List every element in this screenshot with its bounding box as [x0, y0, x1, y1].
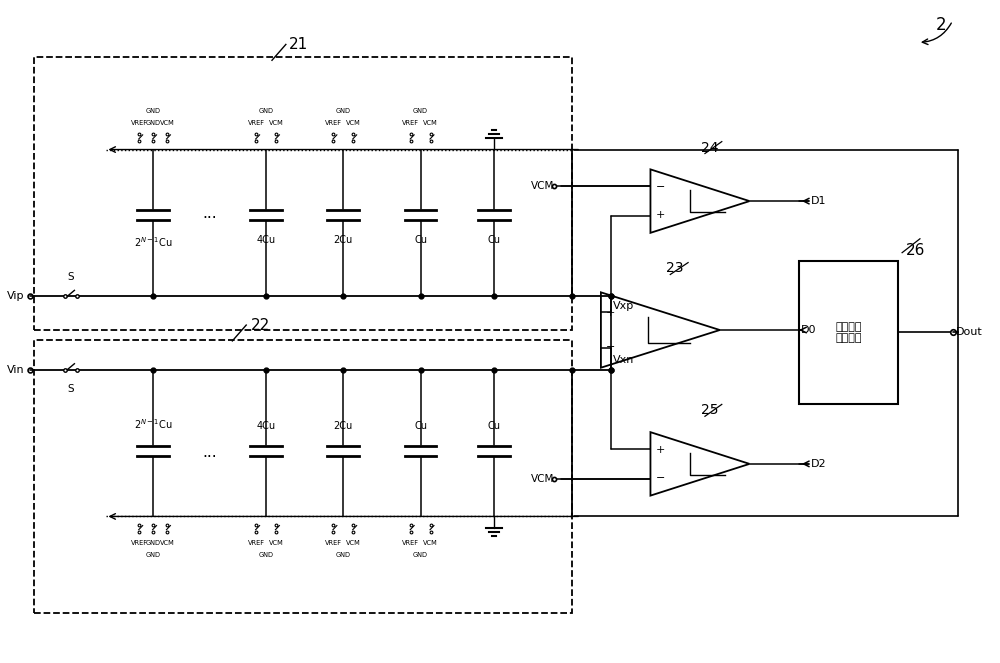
Text: +: +	[655, 445, 665, 455]
Text: GND: GND	[146, 540, 161, 546]
Text: +: +	[606, 308, 615, 318]
Text: 2: 2	[936, 16, 946, 34]
Bar	[799, 261, 898, 404]
Text: Vxp: Vxp	[613, 301, 634, 311]
Text: VCM: VCM	[160, 540, 174, 546]
Text: 24: 24	[701, 141, 719, 154]
Text: VCM: VCM	[531, 181, 554, 191]
Text: GND: GND	[336, 552, 351, 558]
Text: Cu: Cu	[414, 235, 427, 245]
Text: VREF: VREF	[248, 540, 265, 546]
Text: GND: GND	[413, 108, 428, 114]
Text: VREF: VREF	[131, 120, 148, 126]
Text: 4Cu: 4Cu	[256, 235, 276, 245]
Text: VREF: VREF	[248, 120, 265, 126]
Text: VREF: VREF	[325, 120, 342, 126]
Text: 2$^{N-1}$Cu: 2$^{N-1}$Cu	[134, 417, 172, 431]
Text: GND: GND	[146, 552, 161, 558]
Bar	[34, 340, 572, 613]
Text: 数字逻辑
控制模块: 数字逻辑 控制模块	[835, 322, 862, 343]
Text: Dout: Dout	[956, 328, 982, 337]
Text: 22: 22	[250, 318, 270, 333]
Text: S: S	[68, 272, 74, 282]
Text: VREF: VREF	[402, 120, 419, 126]
Text: 2$^{N-1}$Cu: 2$^{N-1}$Cu	[134, 235, 172, 249]
Text: 25: 25	[701, 403, 719, 417]
Text: VCM: VCM	[269, 540, 283, 546]
Text: GND: GND	[259, 552, 274, 558]
Text: 21: 21	[289, 37, 308, 52]
Text: GND: GND	[413, 552, 428, 558]
Text: VREF: VREF	[325, 540, 342, 546]
Text: GND: GND	[146, 108, 161, 114]
Bar	[34, 57, 572, 330]
Text: VREF: VREF	[131, 540, 148, 546]
Polygon shape	[601, 292, 720, 368]
Text: VCM: VCM	[346, 540, 361, 546]
Text: D1: D1	[811, 196, 826, 206]
Text: 2Cu: 2Cu	[334, 235, 353, 245]
Text: Cu: Cu	[487, 421, 500, 431]
Text: VCM: VCM	[423, 120, 438, 126]
Text: +: +	[655, 210, 665, 220]
Text: VCM: VCM	[346, 120, 361, 126]
Text: 2Cu: 2Cu	[334, 421, 353, 431]
Text: VCM: VCM	[423, 540, 438, 546]
Text: 26: 26	[906, 243, 925, 258]
Text: Vxn: Vxn	[613, 355, 634, 365]
Text: VREF: VREF	[402, 540, 419, 546]
Text: Vin: Vin	[7, 365, 24, 375]
Text: −: −	[606, 342, 615, 352]
Text: 23: 23	[666, 261, 684, 276]
Polygon shape	[650, 432, 750, 496]
Text: −: −	[655, 473, 665, 483]
Text: GND: GND	[146, 120, 161, 126]
Text: S: S	[68, 384, 74, 394]
Text: GND: GND	[259, 108, 274, 114]
Text: Cu: Cu	[414, 421, 427, 431]
Text: D2: D2	[811, 459, 827, 469]
Text: VCM: VCM	[531, 474, 554, 484]
Text: 4Cu: 4Cu	[256, 421, 276, 431]
Text: ...: ...	[202, 446, 217, 461]
Text: D0: D0	[801, 325, 817, 335]
Text: Vip: Vip	[7, 291, 24, 301]
Polygon shape	[650, 169, 750, 233]
Text: VCM: VCM	[160, 120, 174, 126]
Text: VCM: VCM	[269, 120, 283, 126]
Text: Cu: Cu	[487, 235, 500, 245]
Text: GND: GND	[336, 108, 351, 114]
Text: −: −	[655, 182, 665, 192]
Text: ...: ...	[202, 206, 217, 221]
